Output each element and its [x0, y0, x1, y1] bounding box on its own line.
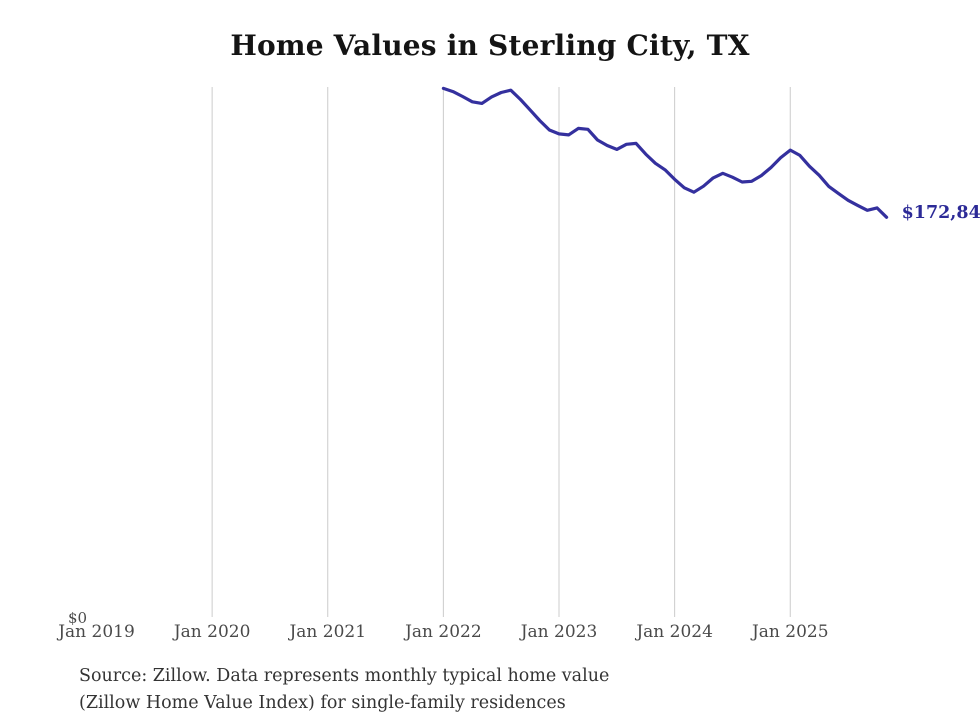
x-tick-label-2021: Jan 2021	[289, 622, 367, 642]
source-caption-line2: (Zillow Home Value Index) for single-fam…	[79, 693, 566, 713]
home-value-line	[441, 86, 889, 219]
x-tick-label-2025: Jan 2025	[751, 622, 829, 642]
latest-value-label: $172,842	[901, 203, 980, 224]
source-caption-line1: Source: Zillow. Data represents monthly …	[79, 666, 610, 686]
gridlines	[211, 87, 791, 617]
x-tick-label-2024: Jan 2024	[636, 622, 713, 642]
chart-title: Home Values in Sterling City, TX	[230, 29, 750, 62]
x-tick-label-2022: Jan 2022	[405, 622, 482, 642]
y-axis-zero-label: $0	[68, 609, 88, 627]
x-tick-label-2020: Jan 2020	[173, 622, 251, 642]
x-tick-label-2023: Jan 2023	[520, 622, 598, 642]
x-tick-label-2019: Jan 2019	[58, 622, 135, 642]
